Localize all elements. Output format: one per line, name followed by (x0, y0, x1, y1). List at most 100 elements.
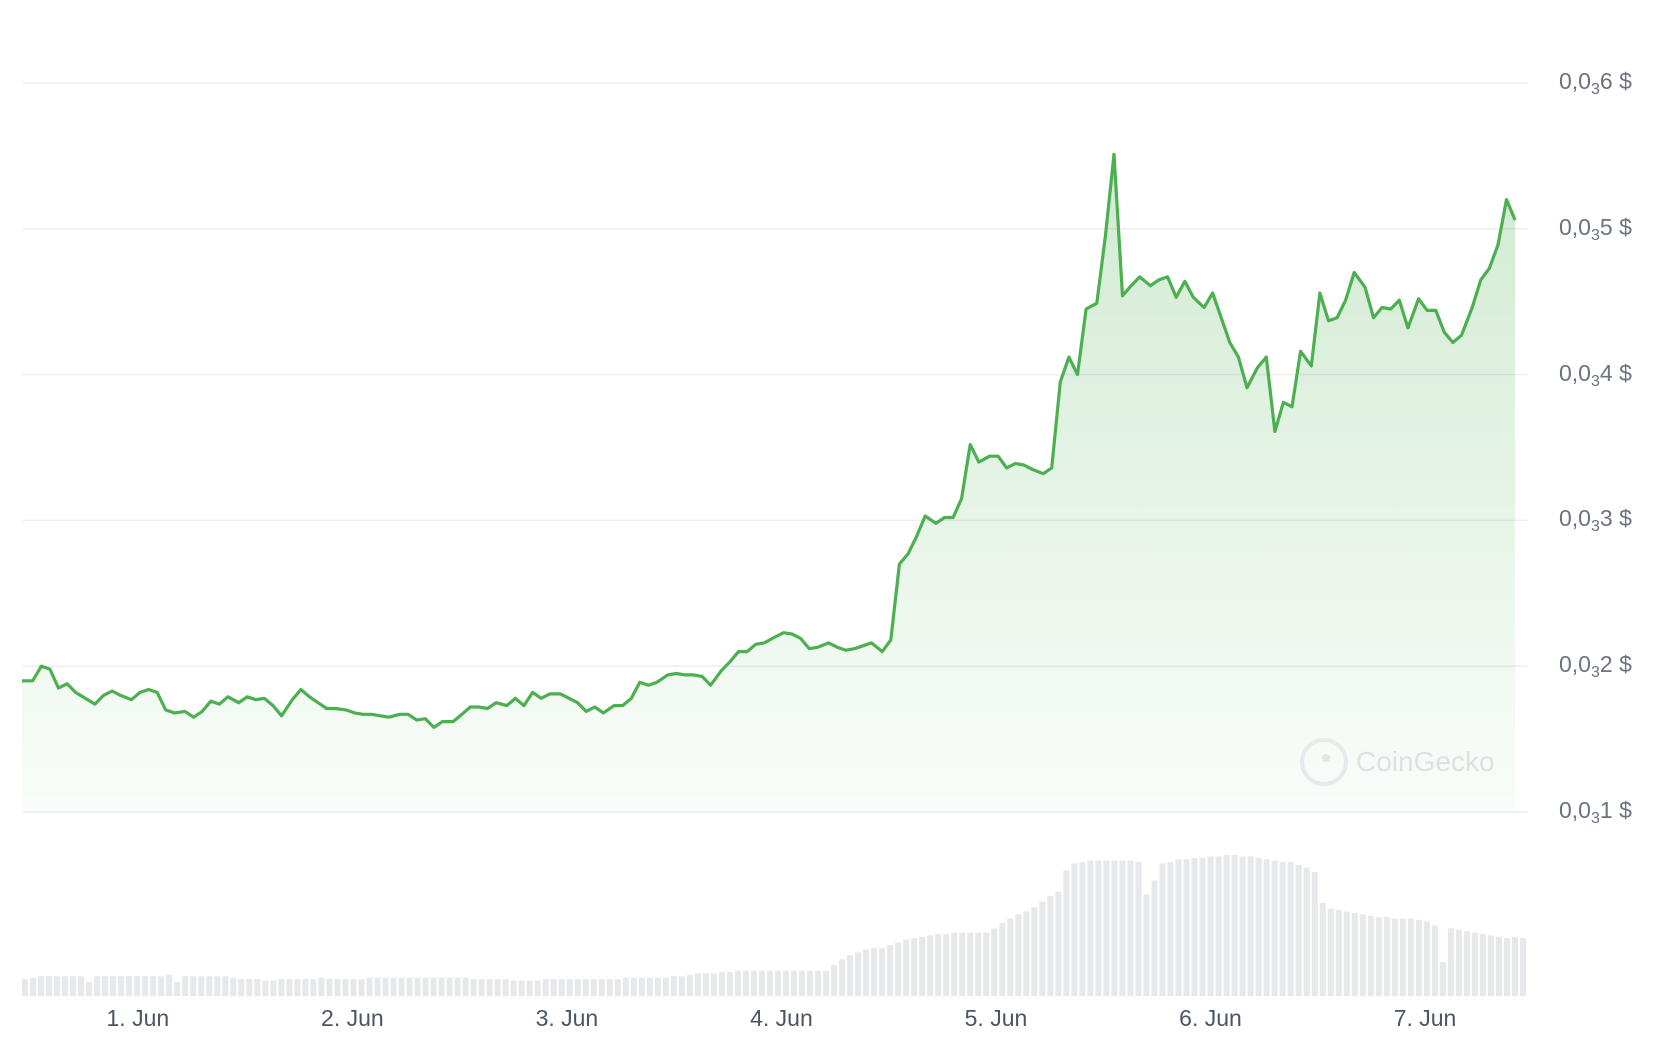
volume-bar (1319, 902, 1326, 996)
volume-bar (726, 972, 733, 996)
volume-bar (1215, 856, 1222, 996)
volume-bar (1039, 901, 1046, 996)
volume-bar (1239, 856, 1246, 996)
volume-bar (406, 977, 413, 996)
volume-bar (606, 979, 613, 996)
volume-bar (1455, 929, 1462, 996)
volume-bar (62, 976, 69, 996)
gecko-logo-icon (1300, 738, 1348, 786)
volume-bar (494, 979, 501, 996)
volume-bar (943, 933, 950, 996)
volume-bar (638, 977, 645, 996)
volume-bar (1175, 859, 1182, 996)
volume-bar (935, 933, 942, 996)
volume-bar (358, 979, 365, 996)
volume-bar (1031, 907, 1038, 996)
y-tick-label: 0,032 $ (1559, 651, 1632, 682)
volume-bar (1095, 860, 1102, 996)
volume-bar (142, 976, 149, 996)
volume-bar (1135, 862, 1142, 996)
volume-bar (847, 955, 854, 996)
volume-bar (951, 932, 958, 996)
volume-bar (718, 972, 725, 996)
volume-bar (94, 976, 101, 996)
y-tick-label: 0,034 $ (1559, 359, 1632, 390)
volume-bar (1111, 860, 1118, 996)
x-tick-label: 3. Jun (535, 1005, 599, 1031)
volume-bar (374, 977, 381, 996)
volume-bar (502, 979, 509, 996)
y-tick-label: 0,036 $ (1559, 68, 1632, 98)
volume-bar (927, 935, 934, 996)
volume-bar (742, 970, 749, 996)
volume-bar (78, 976, 85, 996)
volume-bar (382, 977, 389, 996)
volume-bar (526, 980, 533, 996)
volume-bar (1311, 871, 1318, 996)
volume-bar (1487, 935, 1494, 996)
volume-bar (310, 979, 317, 996)
volume-bar (1327, 908, 1334, 996)
volume-bar (1143, 894, 1150, 996)
volume-bar (1199, 857, 1206, 996)
volume-bar (590, 979, 597, 996)
volume-bar (646, 977, 653, 996)
volume-bar (991, 928, 998, 996)
volume-bar (662, 977, 669, 996)
volume-bar (791, 970, 798, 996)
volume-bar (70, 976, 77, 996)
x-tick-label: 1. Jun (106, 1005, 170, 1031)
volume-bar (558, 979, 565, 996)
volume-bar (630, 977, 637, 996)
volume-bar (582, 979, 589, 996)
volume-bar (1071, 863, 1078, 996)
volume-bar (1119, 860, 1126, 996)
volume-bar (1391, 918, 1398, 996)
volume-bar (895, 942, 902, 996)
volume-bar (278, 979, 285, 996)
volume-bar (622, 977, 629, 996)
volume-bar (1167, 862, 1174, 996)
volume-bar (1511, 936, 1518, 996)
volume-bar (1407, 918, 1414, 996)
volume-bar (887, 945, 894, 996)
volume-bar (262, 980, 269, 996)
volume-bar (758, 970, 765, 996)
volume-bar (1415, 919, 1422, 996)
volume-bar (1495, 936, 1502, 996)
volume-bar (46, 976, 53, 996)
volume-bar (350, 979, 357, 996)
volume-bar (286, 979, 293, 996)
volume-bar (1359, 914, 1366, 996)
volume-bar (462, 977, 469, 996)
volume-bar (318, 977, 325, 996)
volume-bar (342, 979, 349, 996)
volume-bar (334, 979, 341, 996)
volume-bar (1367, 915, 1374, 996)
volume-bar (903, 939, 910, 996)
volume-bar (246, 979, 253, 996)
volume-bar (815, 970, 822, 996)
volume-bar (470, 979, 477, 996)
watermark-text: CoinGecko (1356, 746, 1495, 777)
volume-bar (510, 980, 517, 996)
volume-bar (1087, 860, 1094, 996)
volume-bar (254, 979, 261, 996)
volume-bar (831, 964, 838, 996)
volume-bar (654, 977, 661, 996)
volume-bar (150, 976, 157, 996)
volume-bar (326, 979, 333, 996)
volume-bar (871, 948, 878, 996)
volume-bar (1431, 925, 1438, 996)
x-tick-label: 6. Jun (1179, 1005, 1242, 1031)
volume-bar (198, 976, 205, 996)
volume-bar (230, 977, 237, 996)
x-tick-label: 4. Jun (750, 1005, 813, 1031)
volume-bar (566, 979, 573, 996)
volume-bar (534, 980, 541, 996)
volume-bar (206, 976, 213, 996)
volume-bar (550, 979, 557, 996)
volume-bar (182, 976, 189, 996)
volume-bar (1519, 938, 1526, 996)
volume-bar (1383, 917, 1390, 996)
